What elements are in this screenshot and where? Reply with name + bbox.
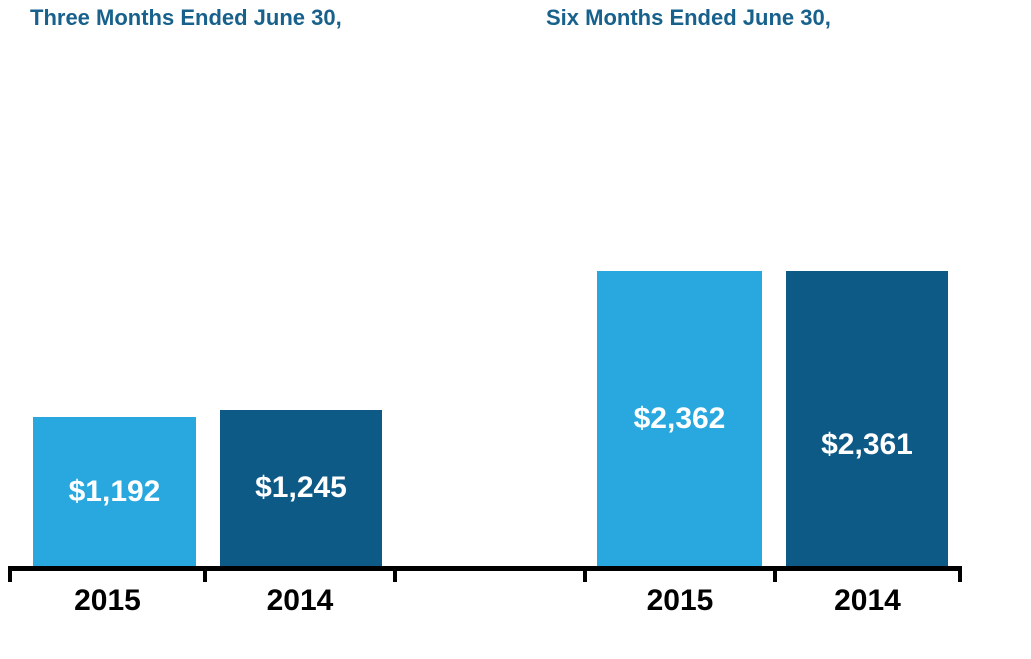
bar-2015-three-months: $1,192 [33,417,196,566]
axis-tick [393,566,397,582]
bar-value-label: $2,362 [633,401,726,435]
axis-tick [583,566,587,582]
bar-value-label: $1,245 [255,471,347,504]
chart-title-six-months: Six Months Ended June 30, [546,5,831,30]
x-axis-line [8,566,962,571]
x-label-2014-six-months: 2014 [834,584,901,617]
x-label-2015-three-months: 2015 [74,584,141,617]
bar-2014-six-months: $2,361 [786,271,948,566]
bar-value-label: $2,361 [821,427,913,461]
bar-value-label: $1,192 [68,474,161,508]
x-label-2015-six-months: 2015 [646,584,714,617]
axis-tick [203,566,207,582]
bar-2014-three-months: $1,245 [220,410,382,566]
x-label-2014-three-months: 2014 [266,584,334,617]
axis-tick [8,566,12,582]
axis-tick [958,566,962,582]
bar-2015-six-months: $2,362 [597,271,762,566]
chart-title-three-months: Three Months Ended June 30, [30,5,342,30]
axis-tick [773,566,777,582]
